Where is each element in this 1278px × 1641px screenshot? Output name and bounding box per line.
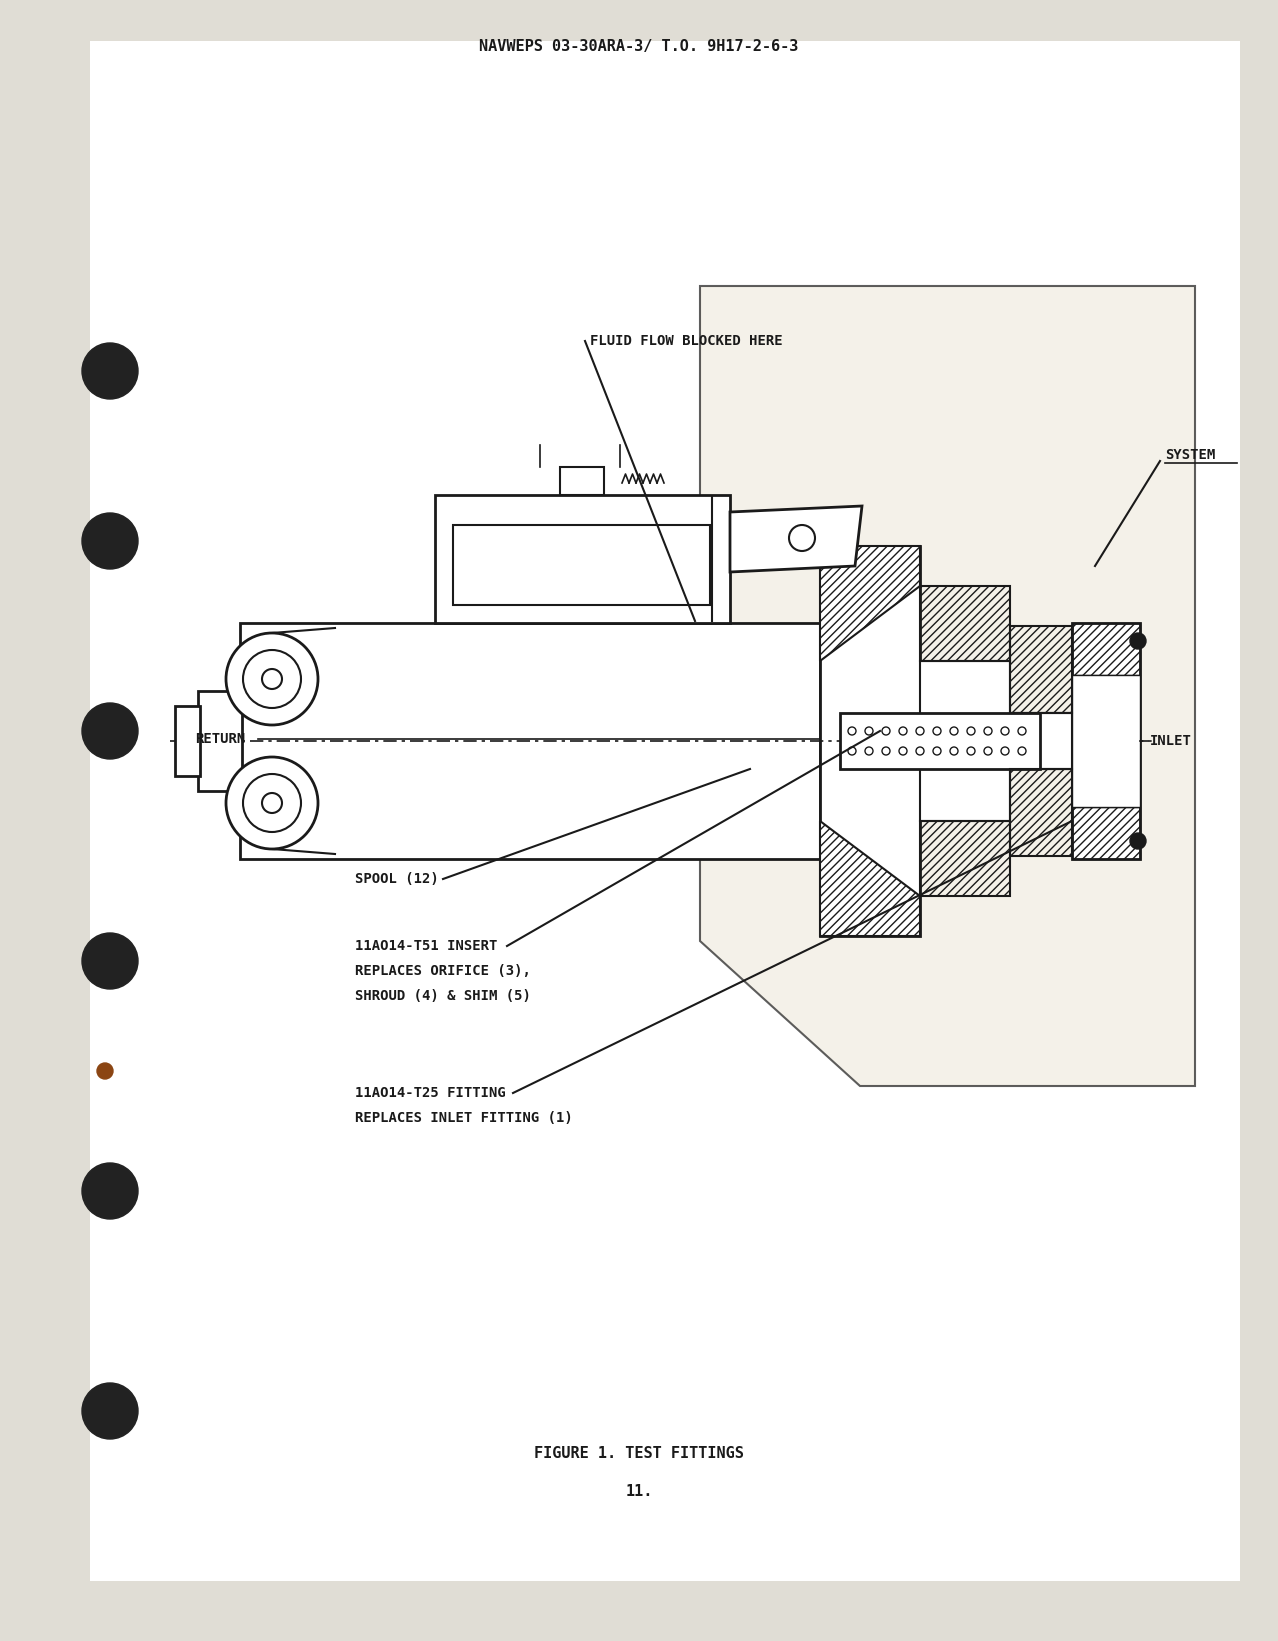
Circle shape (82, 514, 138, 569)
Circle shape (933, 727, 941, 735)
Circle shape (950, 747, 958, 755)
Polygon shape (700, 286, 1195, 1086)
Circle shape (262, 793, 282, 812)
Bar (1010, 770, 1072, 857)
Bar (1072, 674, 1140, 807)
Circle shape (1130, 834, 1146, 848)
Circle shape (82, 702, 138, 760)
Bar (1072, 624, 1140, 674)
Text: INLET: INLET (1150, 734, 1192, 748)
Bar (435, 496, 730, 624)
Bar (240, 624, 820, 858)
Bar (920, 661, 1010, 820)
Circle shape (1001, 727, 1010, 735)
Polygon shape (730, 505, 861, 573)
Text: SYSTEM: SYSTEM (1166, 448, 1215, 463)
Text: FLUID FLOW BLOCKED HERE: FLUID FLOW BLOCKED HERE (590, 335, 782, 348)
Bar (560, 468, 604, 496)
Circle shape (1001, 747, 1010, 755)
Circle shape (849, 747, 856, 755)
Polygon shape (820, 546, 920, 661)
Bar (452, 525, 711, 606)
Bar (1010, 712, 1072, 770)
Bar (920, 820, 1010, 896)
Polygon shape (820, 820, 920, 935)
Circle shape (243, 650, 302, 707)
Circle shape (82, 934, 138, 990)
Text: 11AO14-T25 FITTING: 11AO14-T25 FITTING (355, 1086, 506, 1099)
Circle shape (226, 757, 318, 848)
Circle shape (984, 727, 992, 735)
Bar (920, 586, 1010, 661)
Circle shape (226, 633, 318, 725)
Circle shape (243, 775, 302, 832)
Bar (160, 151, 1229, 1511)
Circle shape (898, 747, 907, 755)
Bar (198, 691, 242, 791)
Circle shape (82, 1163, 138, 1219)
Bar (89, 41, 1240, 1580)
Circle shape (1019, 747, 1026, 755)
Circle shape (82, 1383, 138, 1439)
Circle shape (916, 747, 924, 755)
Circle shape (916, 727, 924, 735)
Text: REPLACES ORIFICE (3),: REPLACES ORIFICE (3), (355, 963, 530, 978)
Bar (1010, 625, 1072, 712)
Circle shape (262, 670, 282, 689)
Circle shape (82, 343, 138, 399)
Circle shape (882, 727, 889, 735)
Circle shape (1130, 633, 1146, 648)
Text: REPLACES INLET FITTING (1): REPLACES INLET FITTING (1) (355, 1111, 573, 1126)
Circle shape (882, 747, 889, 755)
Bar (1072, 624, 1140, 858)
Circle shape (789, 525, 815, 551)
Text: FIGURE 1. TEST FITTINGS: FIGURE 1. TEST FITTINGS (534, 1446, 744, 1460)
Circle shape (898, 727, 907, 735)
Circle shape (967, 727, 975, 735)
Circle shape (967, 747, 975, 755)
Circle shape (865, 727, 873, 735)
Circle shape (1019, 727, 1026, 735)
Circle shape (97, 1063, 112, 1080)
Bar (1072, 807, 1140, 858)
Circle shape (865, 747, 873, 755)
Bar (820, 546, 920, 935)
Text: RETURN: RETURN (196, 732, 245, 747)
Text: 11AO14-T51 INSERT: 11AO14-T51 INSERT (355, 939, 497, 953)
Text: SPOOL (12): SPOOL (12) (355, 871, 438, 886)
Circle shape (933, 747, 941, 755)
Bar (175, 706, 199, 776)
Text: SHROUD (4) & SHIM (5): SHROUD (4) & SHIM (5) (355, 990, 530, 1003)
Circle shape (950, 727, 958, 735)
Text: NAVWEPS 03-30ARA-3/ T.O. 9H17-2-6-3: NAVWEPS 03-30ARA-3/ T.O. 9H17-2-6-3 (479, 38, 799, 54)
Circle shape (984, 747, 992, 755)
Circle shape (849, 727, 856, 735)
Text: 11.: 11. (625, 1483, 653, 1498)
Bar (840, 712, 1040, 770)
